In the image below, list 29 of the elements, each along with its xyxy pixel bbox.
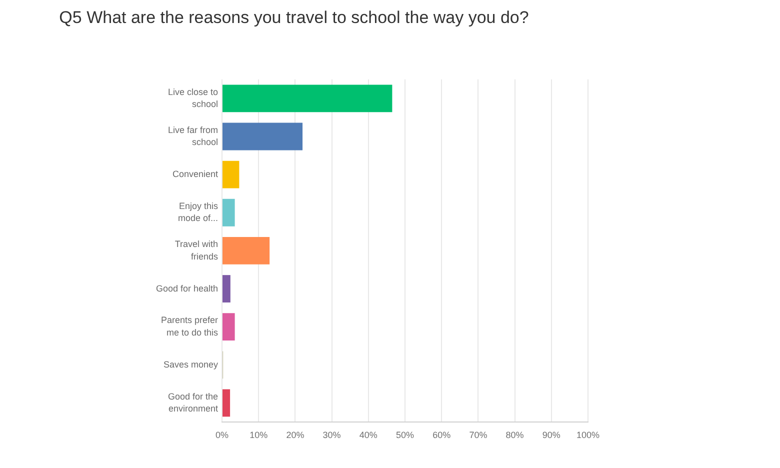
x-tick-label: 20% — [286, 430, 304, 440]
chart-title: Q5 What are the reasons you travel to school the way you do? — [59, 8, 529, 27]
bar — [222, 275, 230, 302]
bar — [222, 84, 392, 112]
bar — [222, 389, 230, 417]
y-tick-label: Good for the environment — [168, 391, 218, 414]
y-tick-label: Good for health — [156, 283, 218, 294]
x-tick-label: 40% — [359, 430, 378, 440]
x-tick-label: 90% — [542, 430, 560, 440]
y-tick-label: Convenient — [172, 169, 218, 180]
bar — [222, 236, 270, 264]
x-tick-label: 100% — [576, 430, 600, 440]
bar — [222, 160, 240, 188]
x-tick-label: 10% — [250, 430, 268, 440]
bar — [222, 198, 235, 226]
x-tick-label: 70% — [469, 430, 488, 440]
x-tick-label: 30% — [322, 430, 341, 440]
y-tick-label: Live far from school — [168, 124, 218, 148]
y-tick-label: Travel with friends — [174, 239, 218, 262]
x-tick-label: 0% — [215, 430, 229, 440]
y-tick-label: Live close to school — [168, 86, 218, 109]
y-tick-label: Enjoy this mode of... — [178, 201, 218, 224]
x-tick-label: 60% — [432, 430, 451, 440]
y-tick-label: Parents prefer me to do this — [160, 315, 218, 338]
y-tick-label: Saves money — [163, 359, 218, 370]
x-tick-label: 80% — [506, 430, 524, 440]
x-tick-label: 50% — [396, 430, 414, 440]
bar — [222, 313, 235, 341]
bar — [222, 122, 303, 150]
